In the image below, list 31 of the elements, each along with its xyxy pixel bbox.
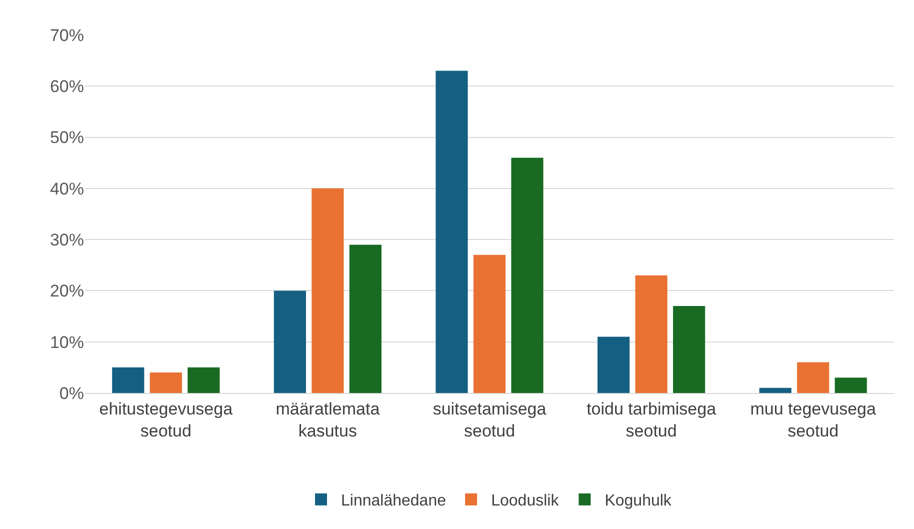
legend-label: Linnalähedane <box>341 492 446 510</box>
bar <box>274 290 306 393</box>
bar <box>673 306 706 393</box>
bar <box>349 244 382 393</box>
y-tick-label: 30% <box>50 230 84 250</box>
bar <box>834 378 867 393</box>
bar <box>188 367 220 393</box>
bar <box>312 188 344 393</box>
y-tick-label: 0% <box>59 384 84 403</box>
bar <box>473 254 506 393</box>
bar <box>635 275 668 393</box>
bar <box>598 336 630 393</box>
y-tick-label: 20% <box>50 282 84 301</box>
bar <box>797 362 830 393</box>
y-tick-label: 50% <box>50 128 84 148</box>
bar <box>150 372 182 393</box>
y-tick-label: 70% <box>50 26 84 45</box>
x-tick-label: suitsetamisega seotud <box>432 400 547 441</box>
bar <box>112 367 144 393</box>
legend-label: Looduslik <box>491 492 560 510</box>
legend-label: Koguhulk <box>604 492 672 510</box>
bar <box>436 70 468 393</box>
x-tick-label: muu tegevusega seotud <box>750 400 876 441</box>
y-tick-label: 10% <box>50 332 84 352</box>
y-tick-label: 60% <box>50 77 84 96</box>
bar <box>511 158 544 393</box>
x-tick-label: määratlemata kasutus <box>276 400 380 441</box>
y-tick-label: 40% <box>50 179 84 198</box>
x-tick-label: ehitustegevusega seotud <box>99 400 234 441</box>
x-tick-label: toidu tarbimisega seotud <box>586 400 717 441</box>
bar <box>759 388 792 393</box>
